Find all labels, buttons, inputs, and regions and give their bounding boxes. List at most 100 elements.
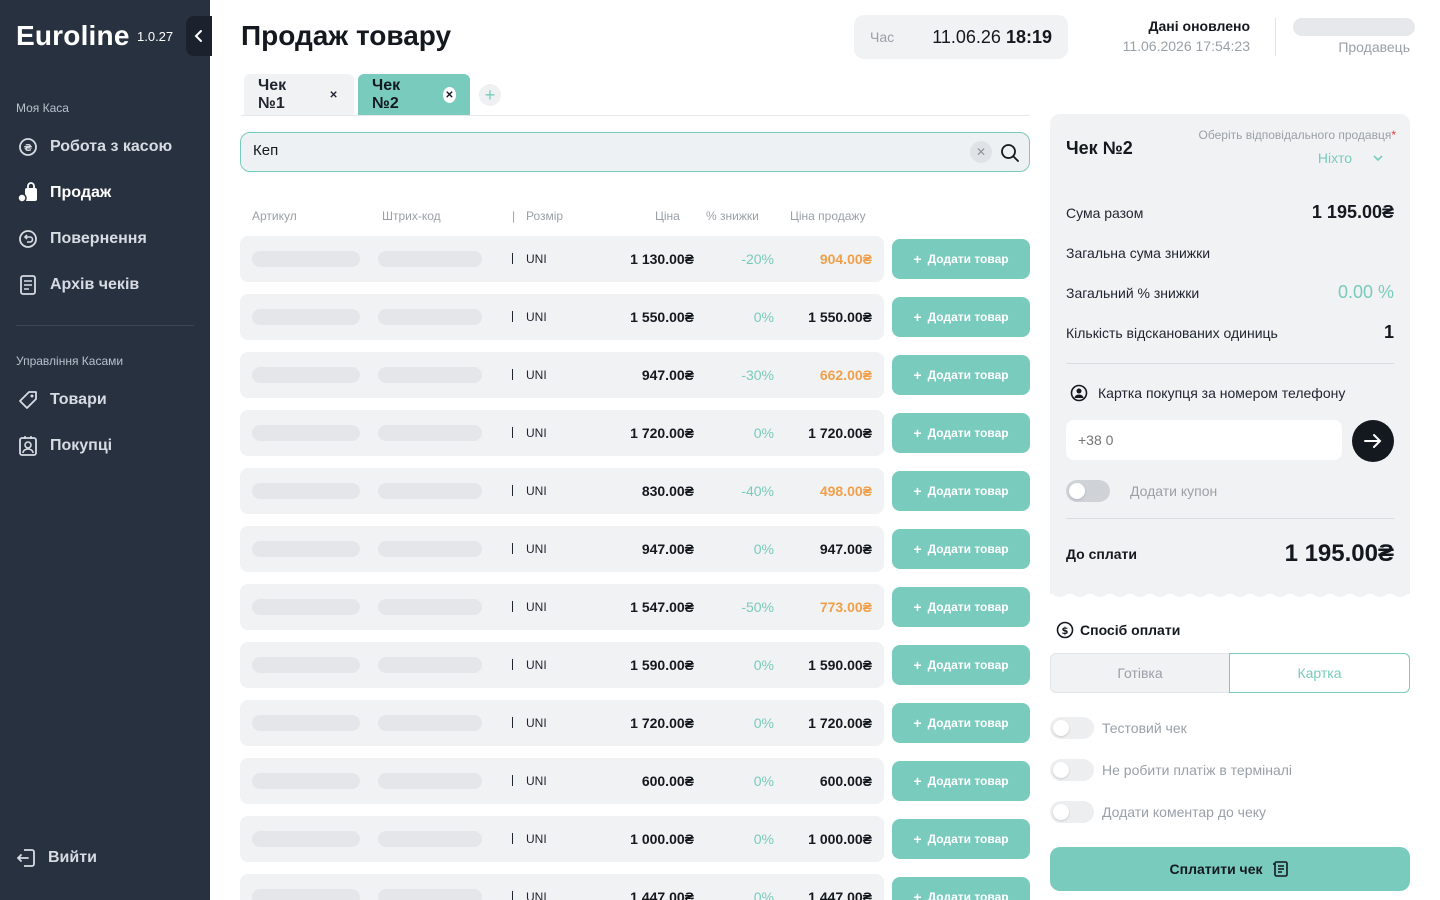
return-icon [16,227,40,251]
chevron-down-icon [1373,155,1383,162]
tab-receipt-2[interactable]: Чек №2 ✕ [358,74,470,116]
size-marker [512,485,513,496]
barcode-blurred [378,715,482,731]
test-receipt-toggle[interactable] [1050,717,1094,739]
customer-card-label: Картка покупця за номером телефону [1070,384,1345,402]
seller-name-blurred [1293,18,1415,36]
tab-label: Чек №2 [372,77,401,112]
table-row: UNI 600.00₴ 0% 600.00₴ [240,758,884,804]
tag-icon [16,388,40,412]
header-separator [1275,18,1276,56]
sale-price-cell: 662.00₴ [819,367,872,383]
discount-cell: 0% [753,541,774,557]
add-product-label: Додати товар [927,890,1009,900]
units-row: Кількість відсканованих одиниць 1 [1066,322,1394,343]
receipt-archive-icon [16,273,40,297]
column-barcode: Штрих-код [382,209,441,223]
add-tab-button[interactable]: + [479,84,501,106]
submit-phone-button[interactable] [1352,420,1394,462]
table-row: UNI 830.00₴ -40% 498.00₴ [240,468,884,514]
column-article: Артикул [252,209,297,223]
size-cell: UNI [526,542,547,556]
size-marker [512,427,513,438]
pay-card-button[interactable]: Картка [1229,653,1410,693]
discount-cell: -50% [741,599,774,615]
add-product-button[interactable]: + Додати товар [892,239,1030,279]
add-product-button[interactable]: + Додати товар [892,355,1030,395]
add-product-button[interactable]: + Додати товар [892,413,1030,453]
size-cell: UNI [526,484,547,498]
article-blurred [252,657,360,673]
add-product-button[interactable]: + Додати товар [892,587,1030,627]
add-product-button[interactable]: + Додати товар [892,877,1030,900]
table-row: UNI 1 550.00₴ 0% 1 550.00₴ [240,294,884,340]
sidebar-item-cash-work[interactable]: ₴ Робота з касою [16,132,172,162]
sidebar-item-customers[interactable]: Покупці [16,431,112,461]
plus-icon: + [913,251,922,267]
sidebar-item-label: Товари [50,391,107,408]
close-icon[interactable]: ✕ [329,89,338,101]
svg-text:$: $ [1062,626,1069,637]
sidebar-item-receipt-archive[interactable]: Архів чеків [16,270,139,300]
price-cell: 1 720.00₴ [630,425,694,441]
article-blurred [252,251,360,267]
search-bar: ✕ [240,132,1030,172]
size-marker [512,253,513,264]
page-title: Продаж товару [241,20,452,51]
add-product-button[interactable]: + Додати товар [892,819,1030,859]
logout-button[interactable]: Вийти [14,843,97,873]
panel-separator [1066,518,1394,519]
add-product-button[interactable]: + Додати товар [892,471,1030,511]
column-size: Розмір [526,209,564,223]
section-label-cash-management: Управління Касами [16,354,124,368]
add-product-button[interactable]: + Додати товар [892,761,1030,801]
discount-cell: 0% [753,831,774,847]
sidebar-item-returns[interactable]: Повернення [16,224,147,254]
clear-search-icon[interactable]: ✕ [970,141,992,163]
close-icon[interactable]: ✕ [442,87,456,103]
add-product-button[interactable]: + Додати товар [892,645,1030,685]
seller-label: Продавець [1338,39,1410,55]
price-cell: 1 130.00₴ [630,251,694,267]
discount-cell: 0% [753,425,774,441]
add-product-button[interactable]: + Додати товар [892,297,1030,337]
pay-receipt-button[interactable]: Сплатити чек [1050,847,1410,891]
phone-input[interactable] [1066,420,1342,460]
discount-sum-label: Загальна сума знижки [1066,245,1211,261]
add-product-button[interactable]: + Додати товар [892,703,1030,743]
sidebar-item-sale[interactable]: Продаж [16,178,111,208]
add-product-label: Додати товар [927,716,1009,730]
search-input[interactable] [253,142,953,159]
sidebar-item-products[interactable]: Товари [16,385,107,415]
dollar-circle-icon: $ [1056,621,1074,639]
add-product-button[interactable]: + Додати товар [892,529,1030,569]
price-cell: 830.00₴ [641,483,694,499]
seller-dropdown[interactable]: Ніхто [1318,150,1384,166]
arrow-right-icon [1364,434,1382,448]
no-terminal-toggle[interactable] [1050,759,1094,781]
logout-label: Вийти [48,849,97,866]
discount-cell: 0% [753,657,774,673]
article-blurred [252,367,360,383]
add-comment-toggle[interactable] [1050,801,1094,823]
search-icon[interactable] [999,142,1021,164]
collapse-sidebar-button[interactable] [186,16,212,56]
pay-cash-button[interactable]: Готівка [1050,653,1230,693]
barcode-blurred [378,483,482,499]
discount-cell: 0% [753,889,774,900]
logout-icon [14,846,38,870]
plus-icon: + [913,889,922,900]
receipt-panel: Чек №2 Оберіть відповідального продавця*… [1050,114,1410,594]
payment-method-title: $ Спосіб оплати [1056,621,1180,639]
tab-receipt-1[interactable]: Чек №1 ✕ [244,74,354,116]
sale-price-cell: 1 720.00₴ [808,425,872,441]
sale-price-cell: 947.00₴ [819,541,872,557]
data-updated: Дані оновлено 11.06.2026 17:54:23 [1100,18,1250,54]
price-cell: 947.00₴ [641,367,694,383]
size-cell: UNI [526,658,547,672]
plus-icon: + [913,483,922,499]
receipt-title: Чек №2 [1066,138,1133,158]
article-blurred [252,715,360,731]
coupon-toggle[interactable] [1066,480,1110,502]
sale-price-cell: 1 550.00₴ [808,309,872,325]
